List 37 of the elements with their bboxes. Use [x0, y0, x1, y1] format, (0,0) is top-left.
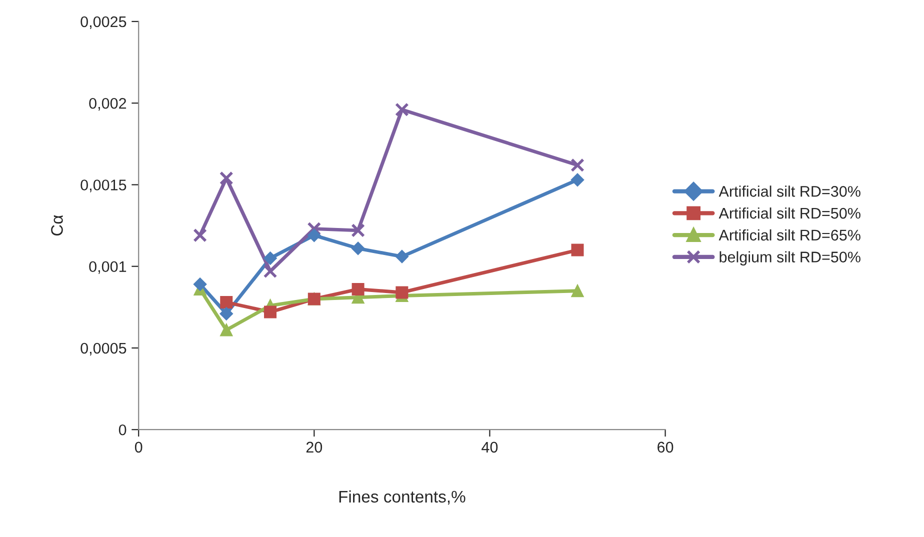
point: [263, 264, 278, 278]
x-tick-label: 60: [658, 442, 674, 453]
y-tick-label: 0,0025: [80, 16, 126, 29]
point: [264, 252, 277, 265]
point: [352, 282, 364, 296]
point: [220, 307, 233, 320]
legend-label: belgium silt RD=50%: [720, 251, 860, 266]
x-tick-label: 40: [482, 442, 498, 453]
point: [351, 223, 365, 238]
y-axis-title: Cα: [51, 215, 63, 236]
y-tick-label: 0: [118, 424, 126, 436]
point: [220, 324, 233, 336]
point: [193, 278, 207, 291]
point: [220, 296, 233, 309]
x-tick-label: 0: [134, 442, 142, 453]
y-tick-label: 0,001: [89, 261, 126, 274]
legend-label: Artificial silt RD=30%: [718, 186, 860, 197]
x-tick-label: 20: [306, 442, 322, 453]
point: [394, 102, 409, 117]
point: [264, 306, 277, 318]
x-axis-title: Fines contents,%: [339, 490, 466, 505]
point: [308, 228, 321, 242]
point: [571, 284, 584, 298]
point: [571, 244, 584, 256]
point: [570, 173, 584, 186]
point: [193, 228, 207, 242]
point: [307, 222, 322, 236]
point: [570, 158, 584, 172]
y-tick-label: 0,0005: [80, 342, 126, 356]
point: [351, 242, 365, 255]
point: [395, 250, 409, 264]
y-tick-label: 0,0015: [80, 180, 126, 192]
point: [396, 286, 408, 299]
y-tick-label: 0,002: [89, 98, 126, 111]
point: [219, 171, 234, 186]
legend-label: Artificial silt RD=50%: [718, 207, 860, 219]
legend-label: Artificial silt RD=65%: [718, 229, 860, 241]
